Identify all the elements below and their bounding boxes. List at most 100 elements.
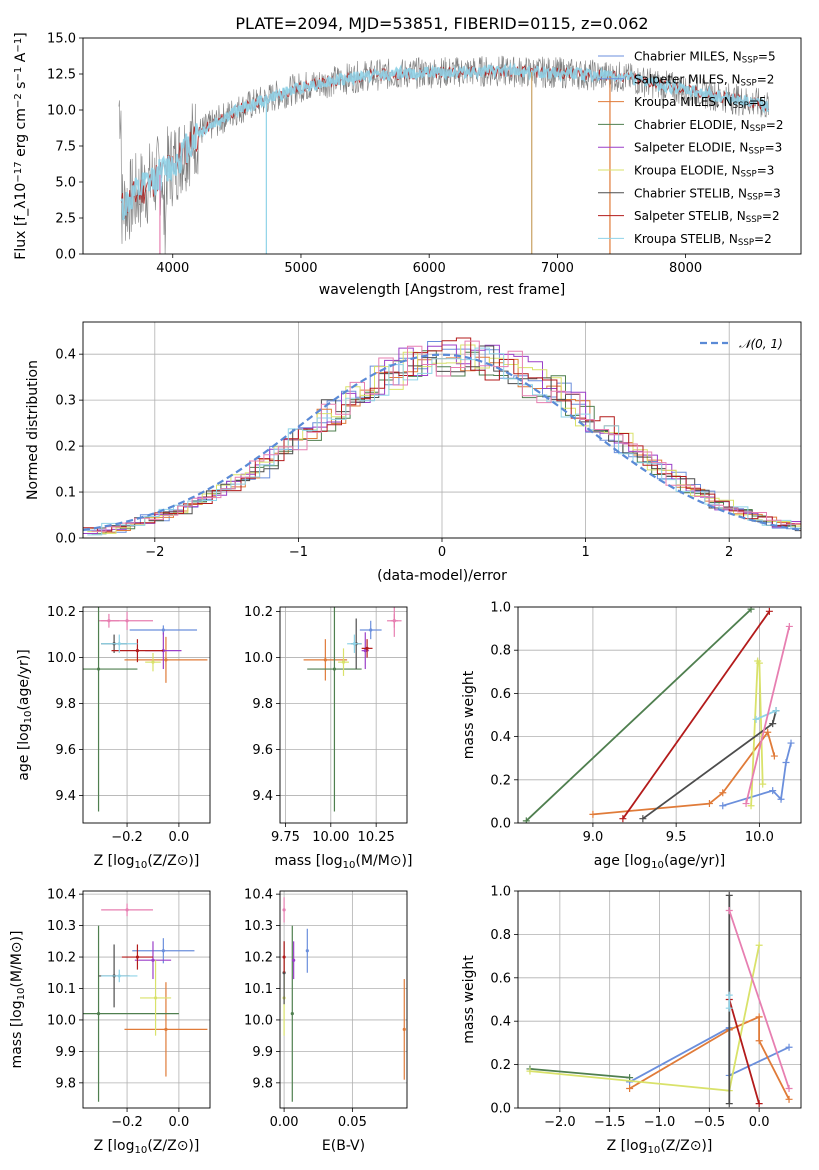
histogram-series [91,340,801,532]
y-tick-label: 0.4 [55,348,76,363]
x-axis-label: wavelength [Angstrom, rest frame] [319,282,565,298]
series-marker [526,1067,534,1075]
y-tick-label: 7.5 [55,140,76,155]
y-axis-label: mass weight [461,670,477,759]
series-marker [785,622,793,630]
series-marker [747,607,755,613]
legend-label: Kroupa STELIB, NSSP=2 [634,232,772,248]
legend-label: Kroupa ELODIE, NSSP=3 [634,164,774,180]
series-marker [725,1100,733,1108]
normal-curve [83,353,801,531]
series-marker [752,715,760,723]
series-marker [725,1004,733,1012]
series-marker [719,802,727,810]
series-marker [589,810,597,818]
x-tick-label: 2 [725,545,733,560]
data-point [282,971,286,975]
y-tick-label: 9.8 [55,1076,76,1091]
x-tick-label: 0.00 [270,1115,299,1130]
y-tick-label: 10.0 [47,104,76,119]
x-tick-label: 9.75 [271,830,300,845]
y-tick-label: 9.8 [252,1076,273,1091]
histogram-series [87,356,801,533]
legend-label: Salpeter ELODIE, NSSP=3 [634,141,782,157]
x-tick-label: 9.5 [666,830,687,845]
y-axis-label: Normed distribution [25,360,41,500]
x-tick-label: 10.0 [745,830,774,845]
x-tick-label: −1.5 [594,1115,626,1130]
y-tick-label: 0.0 [55,532,76,547]
series-line [728,910,790,1089]
x-axis-label: mass [log10(M/M⊙)] [275,853,413,871]
axes-frame [82,37,802,255]
series-marker [777,795,785,803]
series-marker [764,728,772,736]
y-tick-label: 10.0 [244,651,273,666]
data-point [96,1012,101,1016]
y-tick-label: 10.0 [47,1013,76,1028]
data-point [151,660,155,664]
y-tick-label: 10.4 [244,888,273,903]
y-tick-label: 10.3 [47,919,76,934]
y-tick-label: 0.0 [490,817,511,832]
axes-frame [82,606,211,824]
data-point [392,619,396,623]
x-tick-label: 9.0 [583,830,604,845]
y-tick-label: 10.1 [244,982,273,997]
y-tick-label: 9.8 [252,697,273,712]
data-point [363,649,367,653]
series-marker [755,941,763,949]
data-point [161,628,165,632]
data-point [161,949,165,953]
series-marker [765,607,773,615]
series-marker [705,800,713,808]
x-tick-label: 6000 [413,261,446,276]
x-tick-label: 5000 [284,261,317,276]
series-line [529,1068,630,1079]
y-tick-label: 12.5 [47,68,76,83]
x-tick-label: −2 [145,545,164,560]
axes-frame [82,890,211,1109]
x-tick-label: 1 [581,545,589,560]
plot-area [522,607,795,823]
data-point [117,974,121,978]
data-point [365,646,369,650]
data-point [352,642,356,646]
x-tick-label: 10.00 [312,830,349,845]
data-point [323,658,327,662]
series-marker [785,1043,793,1051]
y-tick-label: 0.0 [55,248,76,263]
data-point [135,649,140,653]
data-point [164,1027,168,1031]
x-tick-label: −1 [289,545,308,560]
series-marker [755,1037,763,1045]
x-tick-label: −2.0 [544,1115,576,1130]
data-point [290,1012,294,1016]
x-tick-label: −1.0 [644,1115,676,1130]
axes-frame [82,321,802,539]
y-tick-label: 0.4 [490,730,511,745]
series-marker [639,815,647,823]
series-marker [769,720,777,728]
y-tick-label: 9.6 [252,743,273,758]
x-tick-label: 0.0 [749,1115,770,1130]
axes-group: −0.2 0.0 9.4 9.6 9.8 10.0 10.2 [47,605,210,845]
y-tick-label: 1.0 [490,885,511,900]
y-axis-label: mass [log10(M/M⊙)] [9,931,27,1069]
axes-frame [279,606,408,824]
x-tick-label: 0.0 [169,1115,190,1130]
x-tick-label: 0 [438,545,446,560]
x-tick-label: 0.05 [338,1115,367,1130]
y-tick-label: 9.9 [252,1045,273,1060]
data-point [282,908,286,912]
series-marker [787,739,795,747]
y-tick-label: 0.2 [490,1058,511,1073]
y-tick-label: 5.0 [55,176,76,191]
series-marker [725,991,733,999]
data-point [135,955,140,959]
plot-area [282,897,406,1102]
legend-label: Chabrier STELIB, NSSP=3 [634,186,781,202]
axes-frame [517,606,802,824]
x-axis-label: Z [log10(Z/Z⊙)] [94,853,200,871]
series-line [745,626,791,804]
